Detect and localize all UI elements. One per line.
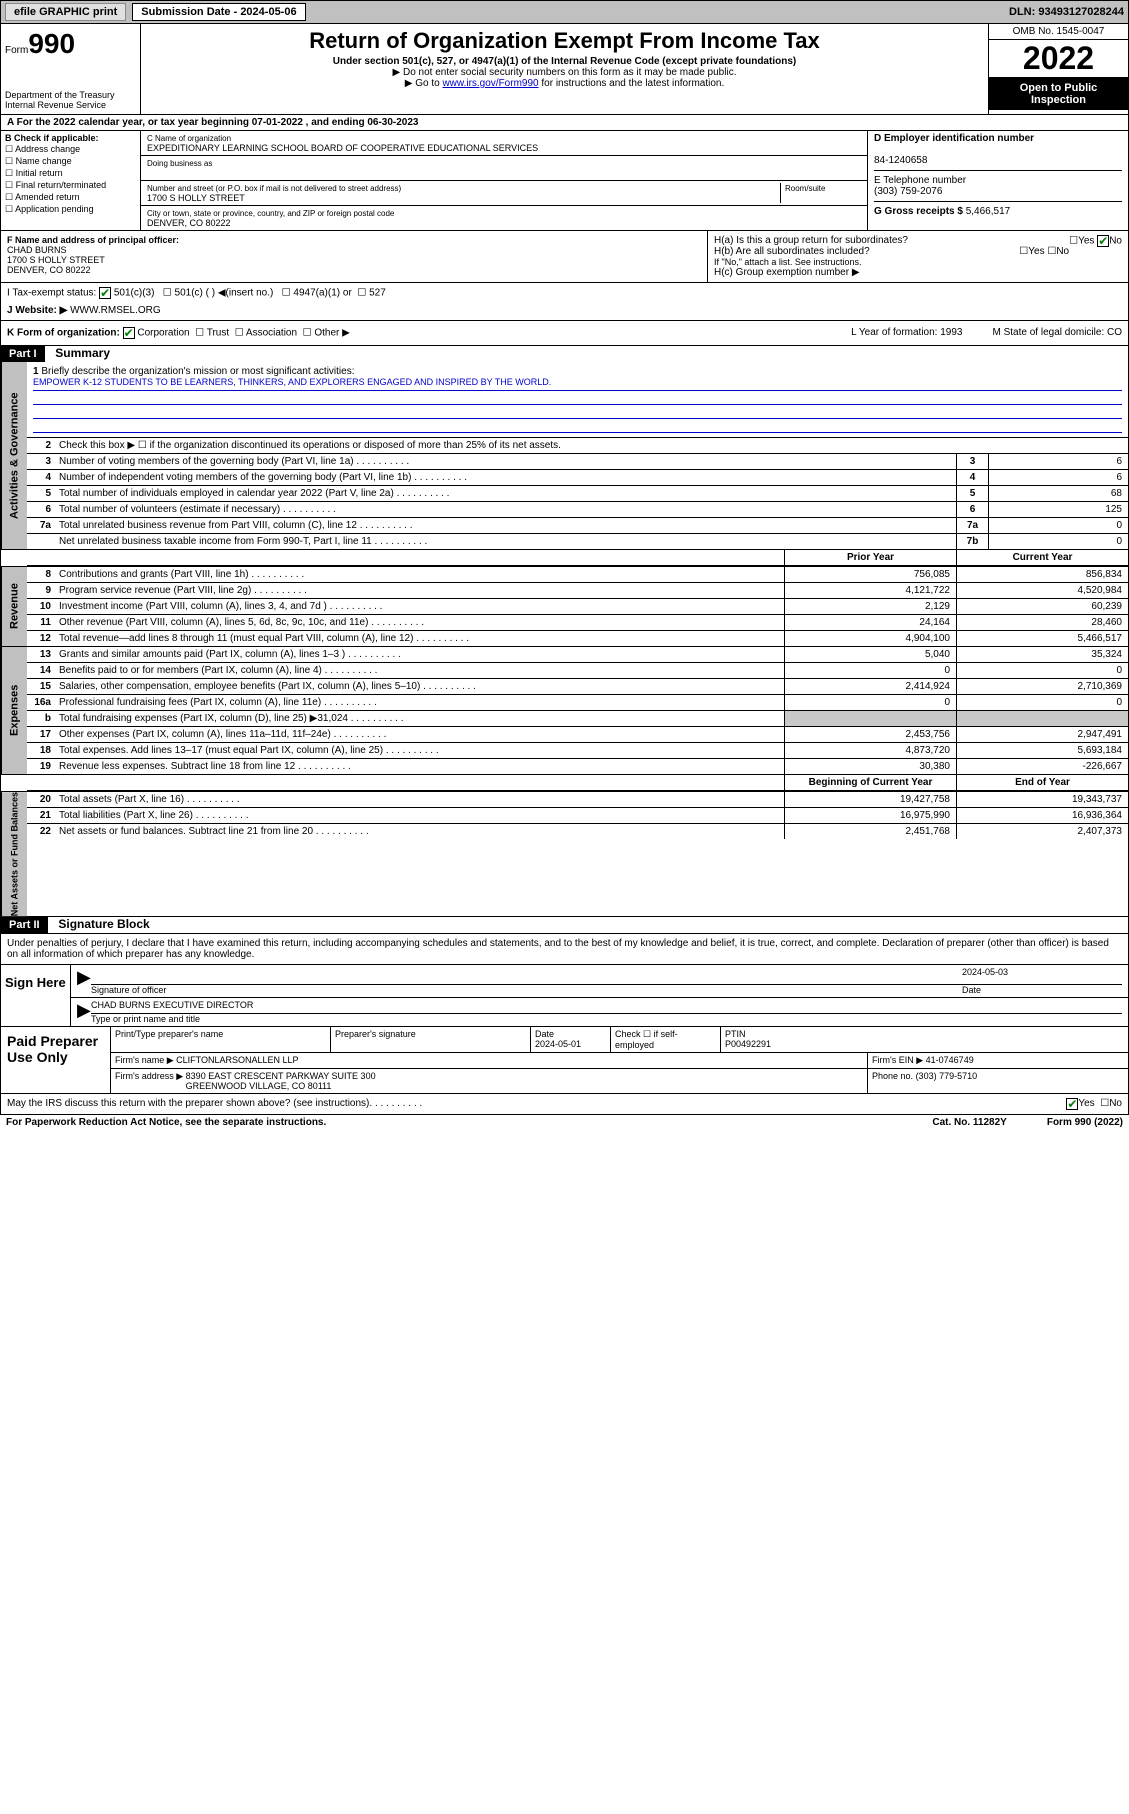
side-netassets: Net Assets or Fund Balances: [1, 792, 27, 916]
form-subtitle: Under section 501(c), 527, or 4947(a)(1)…: [149, 56, 980, 67]
sig-date: 2024-05-03: [962, 967, 1122, 985]
officer-name: CHAD BURNS: [7, 245, 67, 255]
website: WWW.RMSEL.ORG: [70, 305, 161, 316]
org-city: DENVER, CO 80222: [147, 218, 231, 228]
officer-print-name: CHAD BURNS EXECUTIVE DIRECTOR: [91, 1000, 1122, 1014]
form-prefix: Form: [5, 45, 28, 56]
sign-here-label: Sign Here: [1, 965, 71, 1026]
mission-text: EMPOWER K-12 STUDENTS TO BE LEARNERS, TH…: [33, 377, 1122, 391]
org-name: EXPEDITIONARY LEARNING SCHOOL BOARD OF C…: [147, 143, 538, 153]
col-current: Current Year: [956, 550, 1128, 565]
irs-discuss-q: May the IRS discuss this return with the…: [7, 1098, 369, 1110]
gov-row: 7aTotal unrelated business revenue from …: [27, 518, 1128, 534]
officer-addr: 1700 S HOLLY STREET DENVER, CO 80222: [7, 255, 105, 275]
sign-arrow-icon: ▶: [77, 967, 91, 995]
line-i: I Tax-exempt status: 501(c)(3) ☐ 501(c) …: [7, 287, 1122, 299]
data-row: 8Contributions and grants (Part VIII, li…: [27, 567, 1128, 583]
firm-phone: (303) 779-5710: [916, 1071, 978, 1081]
form-title-box: Return of Organization Exempt From Incom…: [141, 24, 988, 114]
col-beginning: Beginning of Current Year: [784, 775, 956, 790]
box-f: F Name and address of principal officer:…: [1, 231, 708, 282]
col-end: End of Year: [956, 775, 1128, 790]
cb-initial-return[interactable]: ☐ Initial return: [5, 168, 136, 179]
gov-row: 6Total number of volunteers (estimate if…: [27, 502, 1128, 518]
form-id-box: Form990 Department of the Treasury Inter…: [1, 24, 141, 114]
part1-header: Part I: [1, 346, 45, 362]
data-row: 15Salaries, other compensation, employee…: [27, 679, 1128, 695]
data-row: 20Total assets (Part X, line 16) 19,427,…: [27, 792, 1128, 808]
submission-date: Submission Date - 2024-05-06: [132, 3, 305, 21]
efile-print-button[interactable]: efile GRAPHIC print: [5, 3, 126, 21]
tax-year: 2022: [989, 40, 1128, 78]
irs-link[interactable]: www.irs.gov/Form990: [442, 78, 538, 89]
sign-arrow-icon: ▶: [77, 1000, 91, 1024]
data-row: 14Benefits paid to or for members (Part …: [27, 663, 1128, 679]
side-governance: Activities & Governance: [1, 362, 27, 549]
paid-preparer-label: Paid Preparer Use Only: [1, 1027, 111, 1093]
firm-ein: 41-0746749: [926, 1055, 974, 1065]
form-number: 990: [28, 28, 75, 59]
line-j: J Website: ▶ WWW.RMSEL.ORG: [7, 305, 1122, 316]
part2-title: Signature Block: [50, 915, 157, 933]
box-b: B Check if applicable: ☐ Address change …: [1, 131, 141, 230]
part1-title: Summary: [47, 344, 118, 362]
side-revenue: Revenue: [1, 567, 27, 646]
gov-row: 3Number of voting members of the governi…: [27, 454, 1128, 470]
dln: DLN: 93493127028244: [1009, 6, 1124, 18]
gross-receipts: 5,466,517: [966, 206, 1011, 217]
cb-address-change[interactable]: ☐ Address change: [5, 144, 136, 155]
prep-date: 2024-05-01: [535, 1039, 581, 1049]
org-street: 1700 S HOLLY STREET: [147, 193, 245, 203]
form-goto: ▶ Go to www.irs.gov/Form990 for instruct…: [149, 78, 980, 89]
state-domicile: M State of legal domicile: CO: [993, 327, 1123, 339]
omb-number: OMB No. 1545-0047: [989, 24, 1128, 40]
col-prior: Prior Year: [784, 550, 956, 565]
cb-app-pending[interactable]: ☐ Application pending: [5, 204, 136, 215]
data-row: 18Total expenses. Add lines 13–17 (must …: [27, 743, 1128, 759]
data-row: 16aProfessional fundraising fees (Part I…: [27, 695, 1128, 711]
part2-header: Part II: [1, 917, 48, 933]
data-row: 12Total revenue—add lines 8 through 11 (…: [27, 631, 1128, 646]
year-formation: L Year of formation: 1993: [851, 327, 962, 339]
open-inspection: Open to Public Inspection: [989, 78, 1128, 110]
data-row: 11Other revenue (Part VIII, column (A), …: [27, 615, 1128, 631]
discuss-yes-check: [1066, 1098, 1078, 1110]
cb-amended[interactable]: ☐ Amended return: [5, 192, 136, 203]
firm-name: CLIFTONLARSONALLEN LLP: [176, 1055, 298, 1065]
pra-notice: For Paperwork Reduction Act Notice, see …: [6, 1117, 326, 1128]
ptin: P00492291: [725, 1039, 771, 1049]
year-box: OMB No. 1545-0047 2022 Open to Public In…: [988, 24, 1128, 114]
dept-treasury: Department of the Treasury Internal Reve…: [5, 90, 136, 110]
side-expenses: Expenses: [1, 647, 27, 774]
gov-row: Net unrelated business taxable income fr…: [27, 534, 1128, 549]
perjury-declaration: Under penalties of perjury, I declare th…: [1, 934, 1128, 965]
cb-final-return[interactable]: ☐ Final return/terminated: [5, 180, 136, 191]
form-footer: Form 990 (2022): [1047, 1117, 1123, 1128]
data-row: bTotal fundraising expenses (Part IX, co…: [27, 711, 1128, 727]
box-deg: D Employer identification number 84-1240…: [868, 131, 1128, 230]
cb-name-change[interactable]: ☐ Name change: [5, 156, 136, 167]
data-row: 10Investment income (Part VIII, column (…: [27, 599, 1128, 615]
phone: (303) 759-2076: [874, 186, 942, 197]
form-note-ssn: ▶ Do not enter social security numbers o…: [149, 67, 980, 78]
data-row: 17Other expenses (Part IX, column (A), l…: [27, 727, 1128, 743]
cat-no: Cat. No. 11282Y: [932, 1117, 1006, 1128]
gov-row: 4Number of independent voting members of…: [27, 470, 1128, 486]
corp-check: [123, 327, 135, 339]
data-row: 22Net assets or fund balances. Subtract …: [27, 824, 1128, 839]
line-k: K Form of organization: Corporation ☐ Tr…: [7, 327, 350, 339]
data-row: 21Total liabilities (Part X, line 26) 16…: [27, 808, 1128, 824]
ha-no-check: [1097, 235, 1109, 247]
data-row: 19Revenue less expenses. Subtract line 1…: [27, 759, 1128, 774]
ein: 84-1240658: [874, 155, 927, 166]
box-c: C Name of organization EXPEDITIONARY LEA…: [141, 131, 868, 230]
501c3-check: [99, 287, 111, 299]
firm-addr: 8390 EAST CRESCENT PARKWAY SUITE 300 GRE…: [186, 1071, 376, 1091]
data-row: 9Program service revenue (Part VIII, lin…: [27, 583, 1128, 599]
line-a-tax-year: A For the 2022 calendar year, or tax yea…: [0, 115, 1129, 131]
gov-row: 5Total number of individuals employed in…: [27, 486, 1128, 502]
box-h: H(a) Is this a group return for subordin…: [708, 231, 1128, 282]
data-row: 13Grants and similar amounts paid (Part …: [27, 647, 1128, 663]
form-title: Return of Organization Exempt From Incom…: [149, 28, 980, 54]
